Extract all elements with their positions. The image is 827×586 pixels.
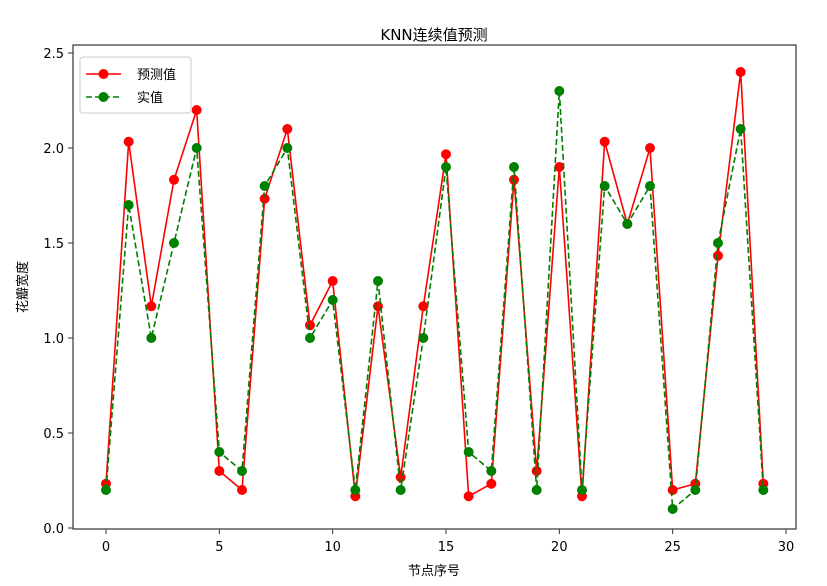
data-point	[735, 67, 746, 77]
x-axis: 0 5 10 15 20 25 30	[102, 529, 794, 555]
data-point	[418, 301, 429, 312]
data-point	[350, 485, 361, 495]
data-point	[123, 136, 134, 147]
x-axis-label: 节点序号	[408, 564, 460, 579]
data-point	[305, 333, 315, 343]
x-tick-label: 5	[215, 540, 223, 555]
data-point	[486, 478, 497, 489]
x-tick-label: 20	[551, 540, 568, 555]
data-point	[146, 301, 157, 312]
data-point	[599, 181, 610, 191]
data-point	[463, 491, 474, 502]
x-tick-label: 15	[438, 540, 455, 555]
data-point	[599, 136, 610, 147]
data-point	[441, 162, 451, 172]
data-point	[214, 466, 225, 476]
data-point	[531, 466, 542, 476]
axes-frame	[72, 44, 797, 530]
data-point	[259, 181, 270, 191]
legend-label-predicted: 预测值	[137, 67, 176, 83]
legend-label-actual: 实值	[137, 90, 163, 106]
data-point	[622, 219, 633, 229]
legend: 预测值 实值	[79, 56, 192, 114]
data-point	[373, 276, 383, 286]
legend-item-predicted: 预测值	[86, 67, 176, 83]
data-point	[645, 181, 655, 191]
x-tick-label: 30	[778, 540, 795, 555]
data-point	[191, 143, 202, 153]
legend-box	[79, 56, 192, 114]
data-point	[101, 485, 111, 495]
data-point	[509, 162, 519, 172]
data-point	[169, 238, 179, 248]
plot-area	[101, 67, 769, 514]
data-point	[237, 466, 247, 476]
data-point	[214, 447, 225, 457]
y-axis-label: 花瓣宽度	[15, 261, 31, 313]
y-tick-label: 0.0	[43, 522, 64, 537]
data-point	[282, 143, 293, 153]
data-point	[327, 295, 338, 305]
legend-item-actual: 实值	[86, 90, 163, 106]
data-point	[305, 320, 315, 331]
data-point	[645, 143, 655, 153]
data-point	[713, 250, 723, 261]
data-point	[577, 485, 587, 495]
data-point	[169, 174, 179, 185]
y-tick-label: 2.5	[43, 47, 64, 62]
legend-marker-green-icon	[98, 92, 109, 102]
y-axis: 0.0 0.5 1.0 1.5 2.0 2.5	[43, 47, 73, 537]
data-point	[146, 333, 157, 343]
chart-title: KNN连续值预测	[380, 26, 487, 44]
data-point	[463, 447, 474, 457]
series-line-0	[105, 71, 765, 498]
data-point	[441, 149, 451, 160]
data-point	[667, 485, 678, 495]
x-tick-label: 10	[324, 540, 341, 555]
data-point	[191, 105, 202, 115]
data-point	[123, 200, 134, 210]
series-line-1	[105, 90, 765, 511]
data-point	[237, 485, 247, 495]
y-tick-label: 0.5	[43, 427, 64, 442]
x-tick-label: 25	[664, 540, 681, 555]
data-point	[758, 485, 769, 495]
data-point	[713, 238, 723, 248]
x-tick-label: 0	[102, 540, 110, 555]
data-point	[395, 472, 406, 483]
data-point	[554, 86, 565, 96]
data-point	[509, 174, 519, 185]
data-point	[735, 124, 746, 134]
data-point	[531, 485, 542, 495]
y-tick-label: 1.0	[43, 332, 64, 347]
data-point	[554, 162, 565, 172]
data-point	[418, 333, 429, 343]
data-point	[667, 504, 678, 514]
data-point	[282, 124, 293, 134]
legend-marker-red-icon	[98, 69, 109, 79]
y-tick-label: 1.5	[43, 237, 64, 252]
data-point	[395, 485, 406, 495]
data-point	[327, 276, 338, 286]
data-point	[690, 485, 701, 495]
data-point	[259, 193, 270, 204]
data-point	[486, 466, 497, 476]
y-tick-label: 2.0	[43, 142, 64, 157]
